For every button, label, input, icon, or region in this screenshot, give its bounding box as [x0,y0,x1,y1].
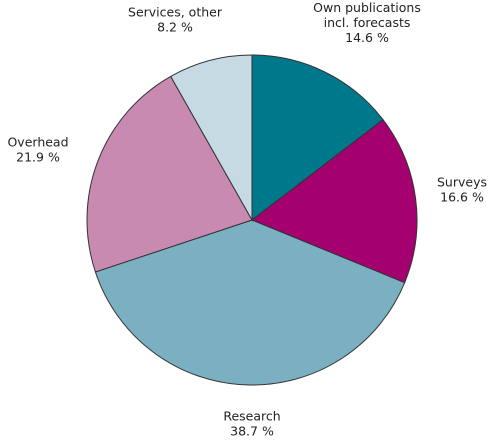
slice-research [94,219,406,386]
value-label-services-other: 8.2 % [157,20,193,35]
slice-overhead [86,75,253,273]
slice-own-publications-incl-forecasts [251,54,384,222]
slice-label-overhead-0: Overhead [7,135,68,150]
value-label-research: 38.7 % [230,424,274,439]
slice-label-surveys-0: Surveys [437,175,487,190]
slice-label-own-publications-incl-forecasts-1: incl. forecasts [324,15,411,30]
value-label-own-publications-incl-forecasts: 14.6 % [345,30,389,45]
slice-label-research-0: Research [223,409,280,424]
slice-services-other [170,54,253,222]
value-label-overhead: 21.9 % [16,150,60,165]
slice-label-own-publications-incl-forecasts-0: Own publications [313,0,421,15]
value-label-surveys: 16.6 % [440,190,484,205]
pie-slices [86,54,418,386]
slice-surveys [251,118,418,284]
slice-label-services-other-0: Services, other [128,5,223,20]
